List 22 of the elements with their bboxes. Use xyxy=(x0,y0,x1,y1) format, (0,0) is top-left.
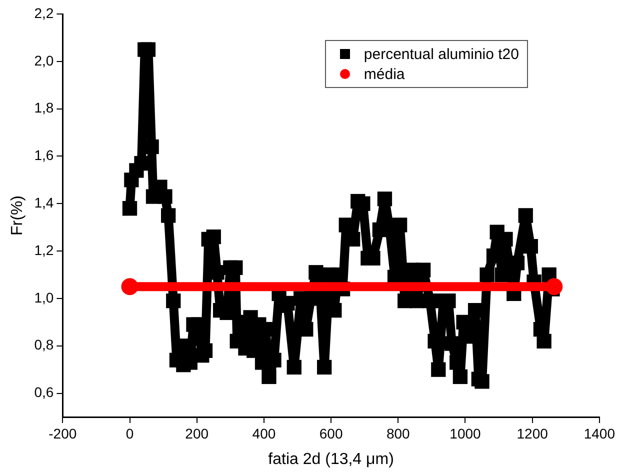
x-tick-label: 1400 xyxy=(584,425,616,442)
y-tick-label: 2,0 xyxy=(34,52,54,68)
y-tick-label: 0,8 xyxy=(34,336,54,353)
y-tick-label: 0,6 xyxy=(34,384,54,400)
legend-label: média xyxy=(364,66,405,82)
x-tick-label: 0 xyxy=(126,425,134,442)
y-tick-label: 1,6 xyxy=(34,147,54,164)
x-tick-label: 1200 xyxy=(516,425,548,442)
x-tick-label: 200 xyxy=(185,425,209,442)
x-tick-label: 800 xyxy=(386,425,410,442)
x-tick-label: -200 xyxy=(48,425,77,442)
y-tick-label: 2,2 xyxy=(34,4,54,21)
x-tick-label: 600 xyxy=(319,425,343,442)
x-tick-label: 1000 xyxy=(450,425,482,442)
x-axis-title: fatia 2d (13,4 μm) xyxy=(268,450,394,468)
y-tick-label: 1,8 xyxy=(34,100,54,116)
y-tick-label: 1,4 xyxy=(34,194,54,211)
x-tick-label: 400 xyxy=(252,425,276,442)
y-tick-label: 1,2 xyxy=(34,242,54,258)
legend-label: percentual aluminio t20 xyxy=(364,46,519,62)
y-axis-title: Fr(%) xyxy=(9,196,26,236)
y-tick-label: 1,0 xyxy=(34,289,54,306)
